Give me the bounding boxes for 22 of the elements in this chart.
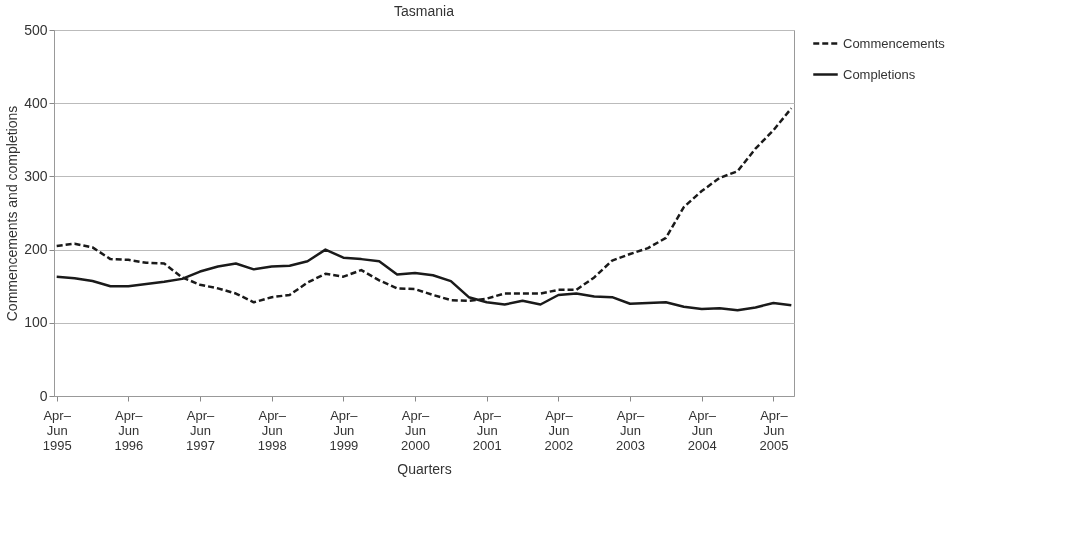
x-axis-title: Quarters [397,460,452,477]
x-tick-label: Apr– Jun 1999 [329,407,359,453]
x-tick-label: Apr– Jun 2001 [472,407,502,453]
chart-title: Tasmania [394,3,455,19]
legend-label: Completions [843,66,916,82]
x-tick-label: Apr– Jun 2004 [687,407,717,453]
x-tick-label: Apr– Jun 1998 [257,407,287,453]
x-tick-label: Apr– Jun 1996 [114,407,144,453]
y-axis-title: Commencements and completions [4,105,21,322]
x-tick-label: Apr– Jun 1995 [42,407,72,453]
legend-label: Commencements [843,35,946,51]
x-tick-label: Apr– Jun 1997 [186,407,216,453]
y-tick-label: 200 [24,241,48,258]
y-tick-label: 300 [24,167,48,184]
x-tick-label: Apr– Jun 2003 [616,407,646,453]
y-tick-label: 0 [39,387,48,404]
x-tick-label: Apr– Jun 2005 [759,407,789,453]
y-tick-label: 400 [24,94,48,111]
y-tick-label: 100 [24,314,48,331]
x-tick-label: Apr– Jun 2002 [544,407,574,453]
x-tick-label: Apr– Jun 2000 [401,407,431,453]
y-tick-label: 500 [24,21,48,38]
